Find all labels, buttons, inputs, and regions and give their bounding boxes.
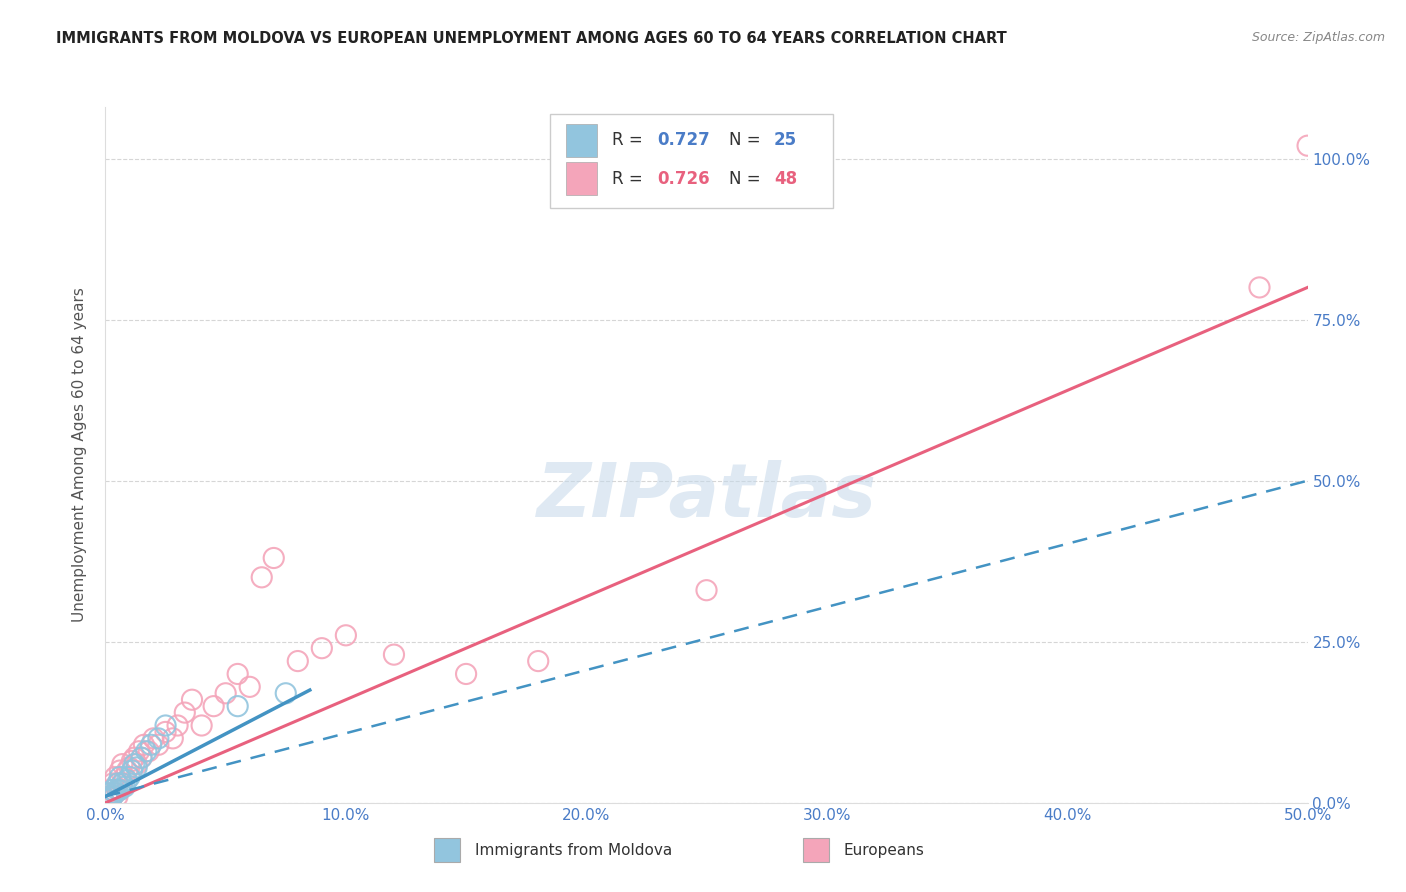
FancyBboxPatch shape (550, 114, 832, 208)
Point (1296, 138, 1319, 153)
Point (124, 757, 146, 772)
Point (454, 667, 477, 681)
Point (104, 770, 127, 784)
Point (226, 699, 249, 714)
Point (121, 764, 143, 778)
Point (104, 786, 127, 800)
Point (1249, 280, 1271, 294)
Point (214, 686, 236, 700)
Point (190, 718, 212, 732)
Point (114, 770, 136, 784)
Text: Source: ZipAtlas.com: Source: ZipAtlas.com (1251, 31, 1385, 45)
Text: 0.727: 0.727 (657, 131, 710, 150)
FancyBboxPatch shape (433, 838, 460, 862)
Point (118, 770, 141, 784)
Text: IMMIGRANTS FROM MOLDOVA VS EUROPEAN UNEMPLOYMENT AMONG AGES 60 TO 64 YEARS CORRE: IMMIGRANTS FROM MOLDOVA VS EUROPEAN UNEM… (56, 31, 1007, 46)
FancyBboxPatch shape (803, 838, 830, 862)
Point (108, 783, 131, 797)
Point (162, 731, 184, 746)
Point (226, 667, 249, 681)
Point (115, 773, 138, 788)
Point (311, 641, 333, 656)
Text: Immigrants from Moldova: Immigrants from Moldova (474, 843, 672, 857)
Point (382, 648, 405, 662)
Point (97, 786, 120, 800)
Point (139, 738, 162, 752)
FancyBboxPatch shape (565, 162, 598, 195)
Text: 25: 25 (773, 131, 797, 150)
Point (148, 738, 170, 752)
Point (111, 776, 134, 790)
Point (107, 776, 129, 790)
Point (263, 551, 285, 566)
Point (155, 718, 177, 732)
Point (101, 783, 124, 797)
Point (181, 692, 204, 706)
Point (97, 789, 120, 804)
Point (97, 792, 120, 806)
Point (173, 706, 195, 720)
Text: 48: 48 (773, 169, 797, 187)
Point (114, 780, 136, 794)
Point (108, 783, 131, 797)
Point (132, 738, 155, 752)
Point (335, 628, 357, 642)
Text: R =: R = (612, 131, 648, 150)
Point (115, 764, 138, 778)
Text: R =: R = (612, 169, 648, 187)
Point (97, 789, 120, 804)
FancyBboxPatch shape (565, 124, 598, 157)
Point (107, 783, 129, 797)
Point (527, 654, 550, 668)
Point (131, 750, 153, 764)
Point (121, 754, 143, 768)
Point (124, 750, 146, 764)
Point (97, 792, 120, 806)
Text: ZIPatlas: ZIPatlas (537, 460, 876, 533)
Point (111, 776, 134, 790)
Point (696, 583, 718, 598)
Text: N =: N = (730, 169, 766, 187)
Text: N =: N = (730, 131, 766, 150)
Point (131, 750, 153, 764)
Point (202, 699, 225, 714)
Point (98, 786, 121, 800)
Point (155, 725, 177, 739)
Point (239, 680, 262, 694)
Point (142, 731, 165, 746)
Point (111, 757, 134, 772)
Text: Europeans: Europeans (844, 843, 924, 857)
Point (287, 654, 309, 668)
Point (125, 760, 148, 774)
Text: 0.726: 0.726 (657, 169, 710, 187)
Point (250, 570, 273, 584)
Point (118, 760, 141, 774)
Point (98, 783, 121, 797)
Point (148, 731, 170, 746)
Point (166, 718, 188, 732)
Point (138, 744, 160, 758)
Point (125, 757, 148, 772)
Point (107, 776, 129, 790)
Point (101, 789, 124, 804)
Point (107, 789, 129, 804)
Point (274, 686, 297, 700)
Point (101, 776, 124, 790)
Point (128, 744, 150, 758)
Point (135, 744, 157, 758)
Point (108, 770, 131, 784)
Point (98, 790, 121, 805)
Point (104, 786, 127, 800)
Point (108, 764, 131, 778)
Y-axis label: Unemployment Among Ages 60 to 64 years: Unemployment Among Ages 60 to 64 years (72, 287, 87, 623)
Point (101, 789, 124, 804)
Point (98, 790, 121, 805)
